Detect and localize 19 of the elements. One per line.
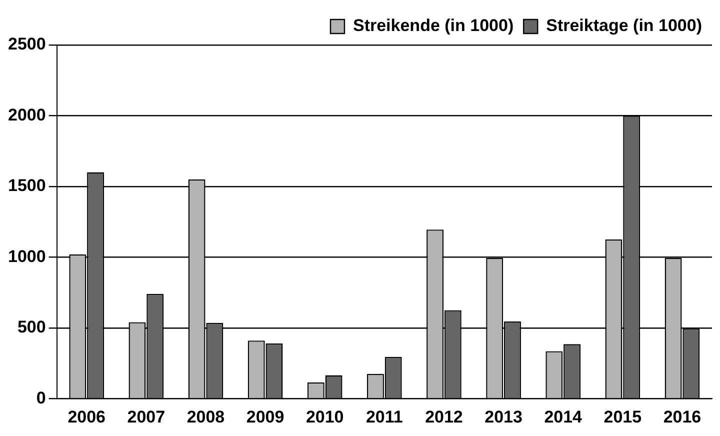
y-tick-label: 1000 <box>8 246 46 266</box>
x-tick-label: 2012 <box>425 407 463 426</box>
y-tick-label: 1500 <box>8 176 46 196</box>
y-tick-label: 500 <box>17 318 46 337</box>
x-tick-label: 2015 <box>604 407 642 426</box>
legend-label: Streiktage (in 1000) <box>546 16 702 36</box>
x-tick-label: 2013 <box>484 407 522 426</box>
x-tick-label: 2007 <box>127 407 166 426</box>
y-tick-label: 2000 <box>8 105 46 124</box>
x-tick-label: 2006 <box>68 407 106 426</box>
x-tick-label: 2016 <box>663 407 702 426</box>
x-tick-label: 2011 <box>366 407 403 426</box>
y-tick-label: 2500 <box>8 34 46 54</box>
x-tick-label: 2010 <box>306 407 344 426</box>
y-tick-label: 0 <box>36 388 46 408</box>
x-tick-label: 2009 <box>246 407 284 426</box>
x-tick-label: 2008 <box>186 407 225 426</box>
x-tick-label: 2014 <box>544 407 583 426</box>
legend-label: Streikende (in 1000) <box>352 16 514 36</box>
